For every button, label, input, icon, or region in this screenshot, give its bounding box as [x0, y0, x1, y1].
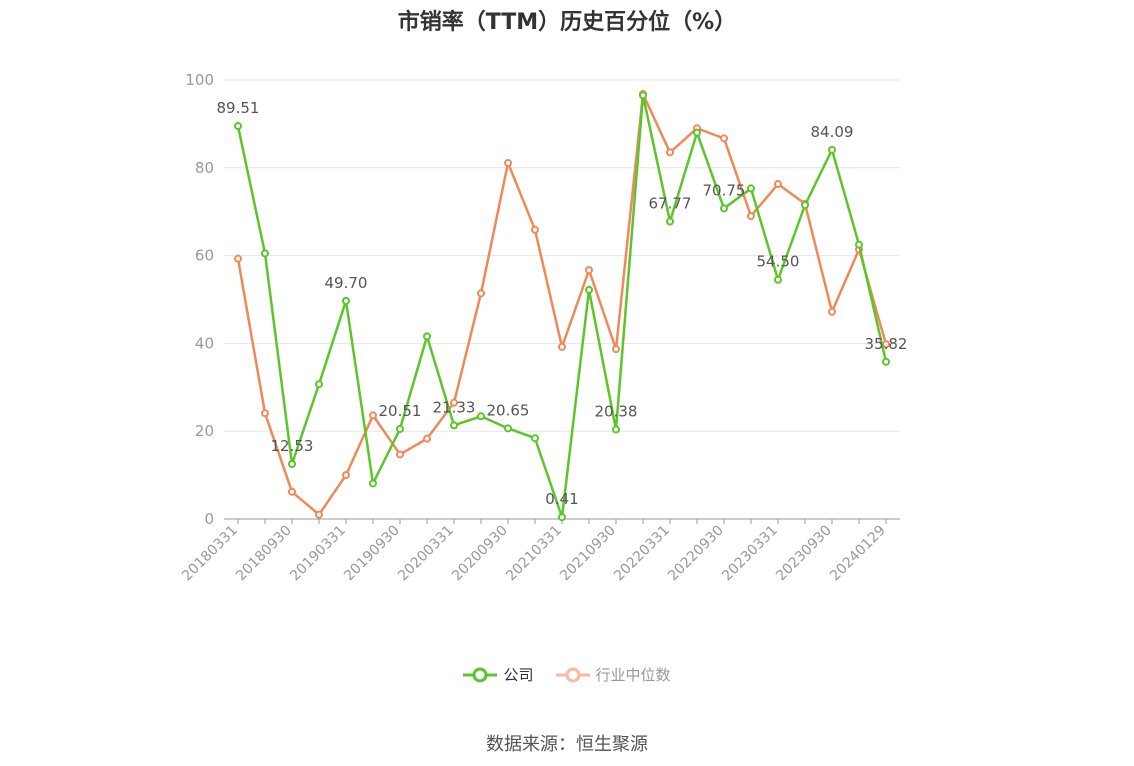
data-point-industry-median — [369, 411, 377, 420]
data-point-company — [342, 296, 350, 305]
data-point-company — [423, 332, 431, 341]
data-point-company — [504, 424, 512, 433]
data-label: 12.53 — [271, 437, 314, 455]
legend: 公司 行业中位数 — [0, 664, 1134, 685]
x-tick-label: 20210930 — [557, 523, 619, 585]
data-point-industry-median — [531, 225, 539, 234]
data-point-company — [828, 145, 836, 154]
x-tick-label: 20220331 — [611, 523, 673, 585]
data-point-company — [693, 128, 701, 137]
data-label: 0.41 — [545, 490, 578, 508]
data-label: 84.09 — [811, 123, 854, 141]
data-label: 54.50 — [757, 253, 800, 271]
data-point-industry-median — [774, 180, 782, 189]
data-label: 89.51 — [217, 99, 260, 117]
data-point-company — [396, 424, 404, 433]
x-tick-label: 20180331 — [179, 523, 241, 585]
legend-item-company[interactable]: 公司 — [463, 664, 534, 685]
data-point-industry-median — [261, 409, 269, 418]
data-point-industry-median — [342, 471, 350, 480]
y-tick-label: 40 — [195, 334, 214, 352]
data-point-industry-median — [720, 134, 728, 143]
legend-label: 行业中位数 — [595, 666, 671, 684]
data-point-company — [288, 459, 296, 468]
data-point-industry-median — [558, 342, 566, 351]
series-line-company — [236, 94, 888, 519]
data-point-industry-median — [612, 345, 620, 354]
data-point-company — [801, 201, 809, 210]
x-tick-label: 20180930 — [233, 523, 295, 585]
data-label: 35.82 — [865, 335, 908, 353]
data-point-industry-median — [315, 510, 323, 519]
x-tick-label: 20210331 — [503, 523, 565, 585]
data-label: 20.65 — [487, 401, 530, 419]
data-point-company — [855, 240, 863, 249]
data-point-industry-median — [423, 434, 431, 443]
data-point-industry-median — [396, 450, 404, 459]
data-label: 67.77 — [649, 194, 692, 212]
data-point-company — [882, 357, 890, 366]
data-label: 49.70 — [325, 274, 368, 292]
x-tick-label: 20190930 — [341, 523, 403, 585]
data-point-industry-median — [234, 254, 242, 263]
data-point-company — [477, 412, 485, 421]
data-point-industry-median — [585, 266, 593, 275]
data-point-industry-median — [504, 158, 512, 167]
data-point-company — [747, 184, 755, 193]
data-label: 21.33 — [433, 398, 476, 416]
data-point-industry-median — [747, 212, 755, 221]
data-point-industry-median — [477, 289, 485, 298]
data-point-industry-median — [666, 148, 674, 157]
data-point-industry-median — [288, 487, 296, 496]
data-point-company — [315, 380, 323, 389]
x-tick-label: 20220930 — [665, 523, 727, 585]
series-line-industry-median — [236, 92, 888, 516]
data-point-company — [558, 513, 566, 522]
x-tick-label: 20230930 — [773, 523, 835, 585]
data-source: 数据来源：恒生聚源 — [486, 734, 648, 755]
data-point-company — [531, 434, 539, 443]
data-point-company — [612, 425, 620, 434]
y-tick-label: 20 — [195, 422, 214, 440]
data-point-company — [774, 275, 782, 284]
x-tick-label: 20200930 — [449, 523, 511, 585]
legend-label: 公司 — [503, 666, 534, 684]
legend-item-industry-median[interactable]: 行业中位数 — [555, 664, 671, 685]
data-point-company — [234, 122, 242, 131]
data-point-company — [261, 249, 269, 258]
data-point-company — [585, 285, 593, 294]
x-tick-label: 20230331 — [719, 523, 781, 585]
line-circle-icon — [555, 667, 590, 682]
line-circle-icon — [463, 667, 498, 682]
data-label: 20.51 — [379, 402, 422, 420]
chart-title: 市销率（TTM）历史百分位（%） — [397, 10, 737, 35]
data-label: 20.38 — [595, 403, 638, 421]
data-point-company — [720, 204, 728, 213]
data-point-company — [666, 217, 674, 226]
x-tick-label: 20190331 — [287, 523, 349, 585]
data-point-industry-median — [828, 307, 836, 316]
data-point-company — [450, 421, 458, 430]
y-tick-label: 0 — [204, 510, 214, 528]
data-point-industry-median — [450, 398, 458, 407]
y-tick-label: 60 — [195, 247, 214, 265]
y-tick-label: 100 — [185, 71, 214, 89]
data-point-company — [369, 479, 377, 488]
x-tick-label: 20200331 — [395, 523, 457, 585]
data-point-company — [639, 91, 647, 100]
data-label: 70.75 — [703, 181, 746, 199]
x-tick-label: 20240129 — [827, 523, 889, 585]
y-tick-label: 80 — [195, 159, 214, 177]
